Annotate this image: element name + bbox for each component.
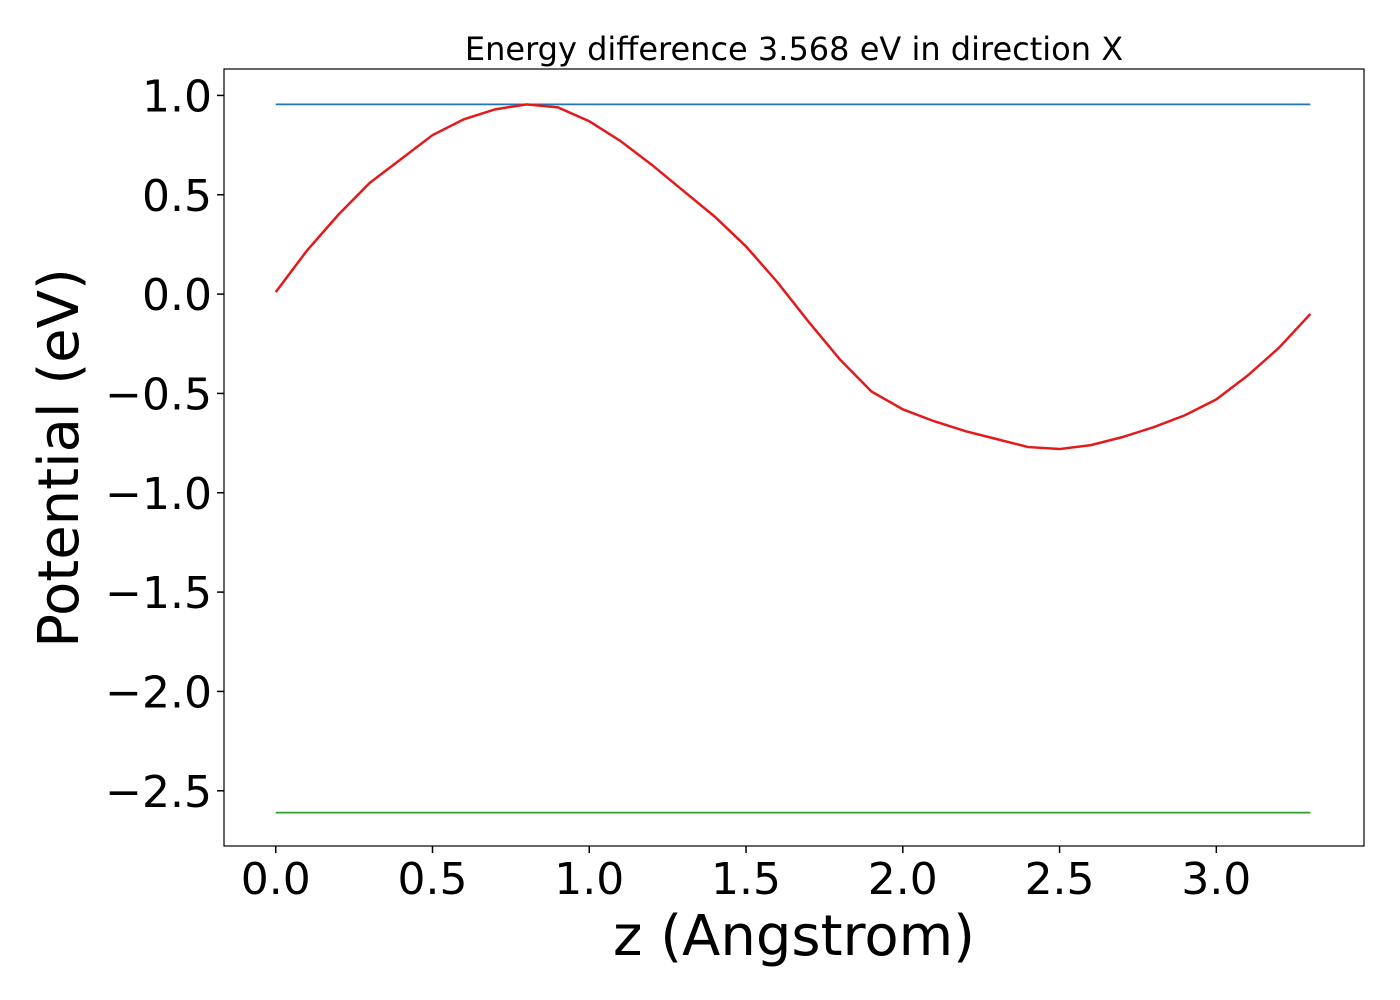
- y-tick-label: −1.0: [105, 469, 212, 520]
- y-axis-label: Potential (eV): [27, 268, 92, 648]
- y-tick-label: −0.5: [105, 369, 212, 420]
- data-line: [274, 103, 1312, 451]
- plot-frame: [223, 68, 1365, 847]
- chart-title: Energy difference 3.568 eV in direction …: [465, 30, 1123, 68]
- y-tick-label: −1.5: [105, 568, 212, 619]
- y-tick-label: −2.0: [105, 667, 212, 718]
- y-tick-label: 0.0: [142, 270, 212, 321]
- x-tick-label: 0.0: [241, 854, 311, 905]
- y-tick-label: 0.5: [142, 171, 212, 222]
- y-tick-label: 1.0: [142, 71, 212, 122]
- x-tick-label: 1.5: [711, 854, 781, 905]
- x-tick-label: 2.5: [1025, 854, 1095, 905]
- x-tick-label: 1.0: [554, 854, 624, 905]
- y-tick-label: −2.5: [105, 767, 212, 818]
- x-axis-label: z (Angstrom): [613, 904, 975, 969]
- x-tick-label: 2.0: [868, 854, 938, 905]
- x-tick-label: 3.0: [1181, 854, 1251, 905]
- x-tick-label: 0.5: [398, 854, 468, 905]
